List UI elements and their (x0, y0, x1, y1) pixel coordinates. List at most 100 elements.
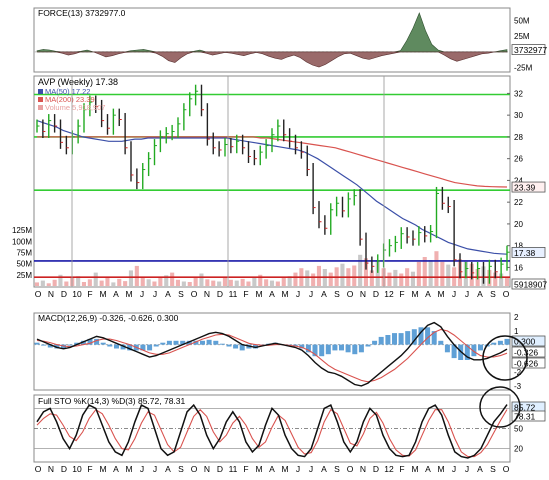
volume-bar (64, 281, 69, 286)
volume-bar (258, 274, 263, 286)
macd-histogram-bar (107, 344, 113, 347)
volume-bar (87, 279, 92, 286)
volume-bar (399, 273, 404, 286)
macd-histogram-bar (431, 331, 437, 345)
volume-bar (246, 281, 251, 286)
price-x-month-label: F (243, 289, 248, 299)
sto-x-month-label: O (191, 464, 198, 474)
volume-bar (375, 260, 380, 286)
macd-histogram-bar (233, 344, 239, 349)
price-x-month-label: M (255, 289, 262, 299)
volume-bar (428, 260, 433, 286)
volume-bar (369, 270, 374, 286)
volume-bar (504, 277, 509, 286)
sto-x-month-label: M (281, 464, 288, 474)
price-tick-label: 16 (514, 263, 523, 272)
volume-bar (140, 277, 145, 286)
volume-bar (217, 281, 222, 286)
macd-histogram-bar (411, 329, 417, 345)
sto-x-year-label: 11 (229, 464, 238, 474)
volume-bar (281, 278, 286, 286)
volume-bar (199, 273, 204, 286)
volume-bar (34, 282, 39, 286)
macd-histogram-bar (193, 340, 199, 345)
macd-histogram-bar (74, 342, 80, 345)
price-x-month-label: M (411, 289, 418, 299)
macd-histogram-bar (160, 342, 166, 345)
macd-histogram-bar (34, 342, 40, 345)
sto-last-value: 85.72 (514, 403, 536, 413)
sto-x-year-label: 12 (384, 464, 394, 474)
sto-x-month-label: D (373, 464, 379, 474)
volume-bar (170, 272, 175, 286)
price-tick-label: 32 (514, 89, 523, 98)
legend-entry: Volume 5,918,907 (45, 103, 105, 112)
volume-bar (58, 274, 63, 286)
price-tick-label: 22 (514, 198, 523, 207)
volume-bar (187, 282, 192, 286)
volume-bar (123, 281, 128, 286)
sto-x-month-label: A (113, 464, 119, 474)
price-x-month-label: A (477, 289, 483, 299)
macd-histogram-bar (339, 344, 344, 351)
volume-bar (228, 279, 233, 286)
volume-bar (117, 278, 122, 286)
price-x-month-label: J (296, 289, 300, 299)
volume-bar (352, 265, 357, 286)
price-tick-label: 28 (514, 133, 523, 142)
volume-bar (181, 281, 186, 286)
sto-x-month-label: J (296, 464, 300, 474)
sto-x-month-label: M (255, 464, 262, 474)
price-x-month-label: J (452, 289, 456, 299)
sto-x-month-label: M (125, 464, 132, 474)
macd-histogram-bar (504, 338, 510, 345)
macd-panel (33, 312, 511, 391)
macd-tick-label: -3 (514, 382, 522, 391)
sto-x-month-label: A (477, 464, 483, 474)
macd-histogram-bar (325, 344, 331, 355)
volume-bar (328, 272, 333, 286)
volume-bar (105, 277, 110, 286)
price-tick-label: 20 (514, 220, 523, 229)
volume-bar (422, 257, 427, 286)
macd-last-value: 0.300 (514, 337, 536, 347)
macd-last-value-box (511, 335, 546, 347)
macd-histogram-bar (299, 344, 305, 349)
sto-x-month-label: N (360, 464, 366, 474)
macd-last-value-box (511, 357, 546, 369)
price-tick-label: 18 (514, 242, 523, 251)
volume-bar (152, 281, 157, 286)
volume-bar (146, 279, 151, 286)
macd-histogram-bar (365, 344, 371, 347)
sto-x-month-label: M (437, 464, 444, 474)
sto-d-line (36, 408, 508, 458)
macd-histogram-bar (478, 344, 483, 351)
macd-histogram-bar (47, 344, 53, 348)
macd-histogram-bar (219, 343, 225, 345)
volume-bar (264, 279, 269, 286)
price-x-month-label: F (399, 289, 404, 299)
volume-tick-label: 75M (16, 249, 32, 258)
price-tick-label: 24 (514, 176, 523, 185)
legend-swatch (38, 105, 43, 110)
macd-histogram-bar (385, 335, 391, 345)
force-last-value-box (511, 44, 546, 55)
macd-histogram-bar (140, 344, 146, 351)
sto-x-month-label: N (48, 464, 54, 474)
price-x-month-label: O (191, 289, 198, 299)
volume-bar (205, 279, 210, 286)
macd-histogram-bar (114, 344, 119, 349)
macd-histogram-bar (378, 336, 384, 345)
macd-histogram-bar (253, 344, 258, 349)
sto-x-month-label: F (87, 464, 92, 474)
volume-bar (305, 270, 310, 286)
volume-bar (40, 280, 45, 286)
sto-x-month-label: A (425, 464, 431, 474)
price-x-month-label: J (309, 289, 313, 299)
price-last-value-box (511, 247, 546, 258)
price-x-month-label: F (87, 289, 92, 299)
macd-line (36, 321, 508, 387)
macd-histogram-bar (345, 344, 351, 353)
sto-x-month-label: S (490, 464, 496, 474)
legend-swatch (38, 97, 43, 102)
